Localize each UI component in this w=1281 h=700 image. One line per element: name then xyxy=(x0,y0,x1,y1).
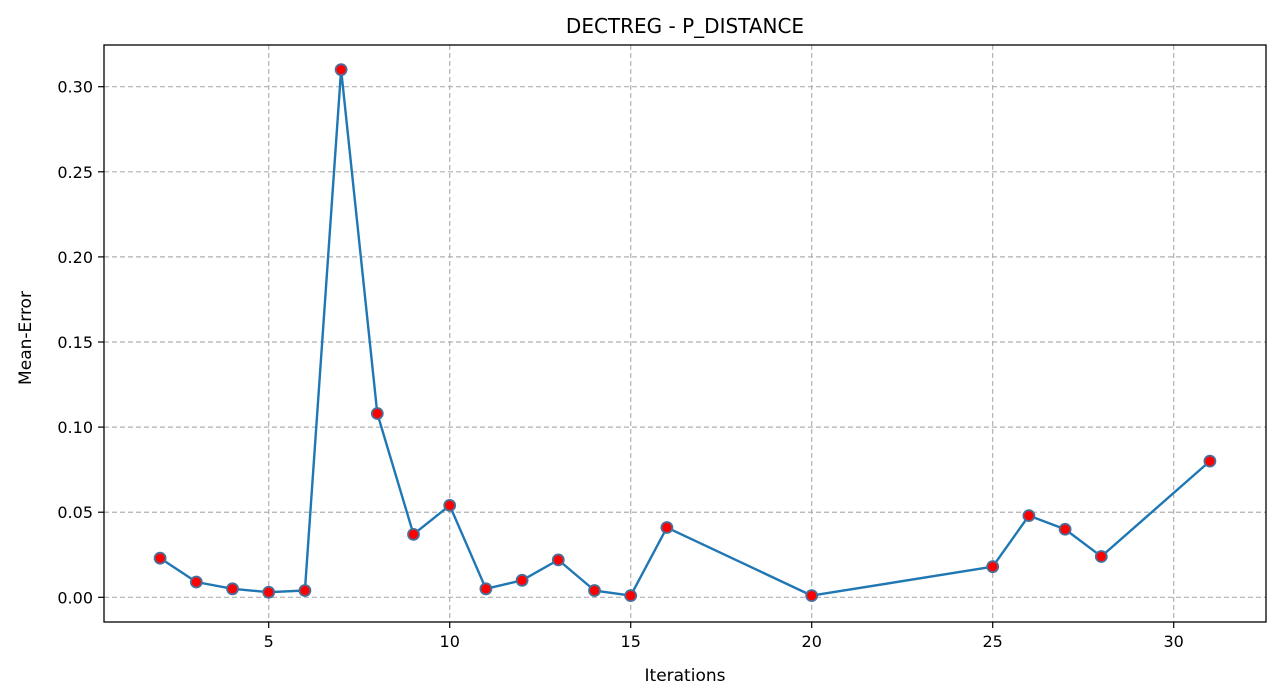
data-point xyxy=(551,553,565,567)
y-axis-ticks: 0.00 0.05 0.10 0.15 0.20 0.25 0.30 xyxy=(57,78,104,607)
data-points xyxy=(153,63,1217,603)
series-line-group xyxy=(159,68,1211,597)
data-point xyxy=(660,521,674,534)
y-tick-label: 0.20 xyxy=(57,248,93,267)
data-point xyxy=(986,560,1000,574)
plot-frame xyxy=(103,44,1267,623)
data-point xyxy=(588,584,601,597)
x-tick-label: 5 xyxy=(264,632,274,651)
y-tick-label: 0.15 xyxy=(57,333,93,352)
data-point xyxy=(1203,454,1217,468)
x-axis-ticks: 5 10 15 20 25 30 xyxy=(264,622,1184,651)
x-tick-label: 30 xyxy=(1164,632,1184,651)
data-point xyxy=(1094,550,1108,563)
data-point xyxy=(624,589,638,603)
data-point xyxy=(189,575,203,589)
x-tick-label: 10 xyxy=(440,632,460,651)
data-point xyxy=(226,582,239,596)
data-point xyxy=(334,63,348,77)
data-point xyxy=(370,407,384,420)
data-point xyxy=(443,499,457,512)
x-tick-label: 25 xyxy=(983,632,1003,651)
y-tick-label: 0.10 xyxy=(57,418,93,437)
y-tick-label: 0.30 xyxy=(57,78,93,97)
y-tick-label: 0.25 xyxy=(57,163,93,182)
grid-lines xyxy=(104,45,1266,622)
data-point xyxy=(479,582,493,596)
series-line xyxy=(159,68,1211,597)
x-tick-label: 15 xyxy=(621,632,641,651)
x-tick-label: 20 xyxy=(802,632,822,651)
data-point xyxy=(153,551,167,565)
data-point xyxy=(1022,509,1036,523)
data-point xyxy=(515,573,529,587)
x-axis-label: Iterations xyxy=(645,666,726,686)
chart-title: DECTREG - P_DISTANCE xyxy=(566,14,804,38)
data-point xyxy=(407,527,420,541)
y-axis-label: Mean-Error xyxy=(16,291,36,385)
data-point xyxy=(1058,522,1072,536)
y-tick-label: 0.00 xyxy=(57,588,93,607)
y-tick-label: 0.05 xyxy=(57,503,93,522)
data-point xyxy=(298,584,312,597)
data-point xyxy=(262,585,276,599)
data-point xyxy=(805,589,819,603)
